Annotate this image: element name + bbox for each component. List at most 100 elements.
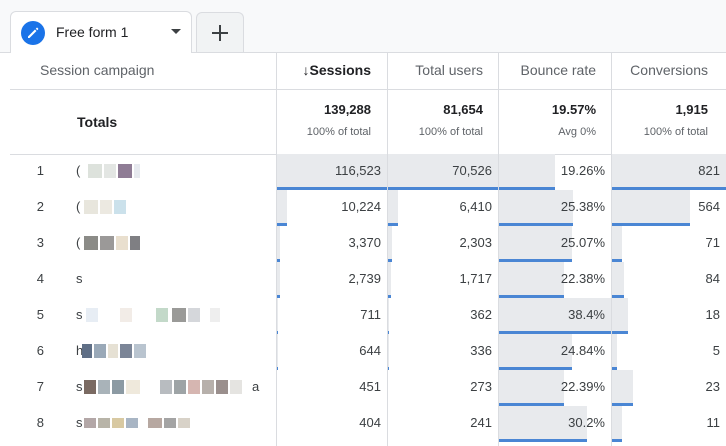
table-row[interactable]: 7 s a 451 273 22.39% 23 [10, 370, 726, 406]
redaction-blur-block [84, 200, 98, 214]
cell-value: 25.07% [560, 235, 605, 250]
col-header-total-users[interactable]: Total users [415, 62, 483, 78]
cell-value: 116,523 [334, 163, 381, 178]
campaign-name-cell[interactable]: ( [76, 190, 250, 224]
redaction-blur-block [116, 236, 128, 250]
chevron-down-icon[interactable] [171, 29, 181, 34]
campaign-name-cell[interactable]: s [76, 298, 250, 332]
cell-total-users: 362 [388, 298, 498, 334]
cell-value: 644 [359, 343, 381, 358]
totals-bounce-rate: 19.57% [551, 102, 596, 117]
redaction-blur-block [134, 164, 144, 178]
add-tab-button[interactable] [196, 12, 244, 52]
column-divider [387, 52, 388, 446]
redaction-blur-block [188, 380, 200, 394]
cell-value: 564 [698, 199, 720, 214]
cell-value: 18 [705, 307, 720, 322]
campaign-name-visible-suffix: a [252, 379, 260, 394]
value-bar [499, 298, 611, 331]
value-bar-underline [499, 331, 611, 334]
redaction-blur-block [84, 236, 98, 250]
pencil-icon [21, 21, 45, 45]
table-row[interactable]: 6 h 644 336 24.84% 5 [10, 334, 726, 370]
cell-value: 30.2% [568, 415, 605, 430]
cell-total-users: 241 [388, 406, 498, 442]
tab-title: Free form 1 [56, 24, 129, 40]
campaign-name-cell[interactable]: s [76, 406, 250, 440]
value-bar-underline [277, 187, 387, 190]
value-bar-underline [499, 259, 572, 262]
campaign-name-visible-prefix: s [76, 379, 83, 394]
value-bar [612, 154, 726, 187]
campaign-name-visible-prefix: ( [76, 163, 81, 178]
col-header-bounce-rate[interactable]: Bounce rate [520, 62, 597, 78]
redaction-blur-block [156, 308, 168, 322]
campaign-name-visible-prefix: s [76, 415, 83, 430]
campaign-name-cell[interactable]: ( [76, 226, 250, 260]
data-table: Session campaign ↓Sessions Total users B… [10, 52, 726, 446]
redaction-overlay [102, 263, 252, 297]
redaction-blur-block [114, 200, 126, 214]
row-number: 4 [36, 271, 44, 286]
redaction-blur-block [148, 418, 162, 428]
cell-value: 451 [359, 379, 381, 394]
value-bar-underline [612, 295, 624, 298]
table-row[interactable]: 1 (116,523 70,526 19.26% 821 [10, 154, 726, 190]
table-row[interactable]: 3 (3,370 2,303 25.07% 71 [10, 226, 726, 262]
col-header-sessions[interactable]: ↓Sessions [302, 62, 371, 78]
value-bar [499, 262, 564, 295]
value-bar [388, 334, 389, 367]
value-bar [388, 190, 398, 223]
value-bar-underline [612, 187, 726, 190]
campaign-name-cell[interactable]: s [76, 370, 250, 404]
row-number: 3 [36, 235, 44, 250]
cell-bounce-rate: 30.2% [499, 406, 611, 442]
redaction-blur-block [112, 380, 124, 394]
value-bar-underline [388, 259, 392, 262]
cell-value: 404 [359, 415, 381, 430]
value-bar-underline [499, 439, 587, 442]
cell-value: 1,717 [459, 271, 492, 286]
cell-value: 11 [706, 415, 721, 430]
redaction-blur-block [104, 164, 116, 178]
table-row[interactable]: 2 (10,224 6,410 25.38% 564 [10, 190, 726, 226]
value-bar [612, 370, 633, 403]
row-number: 7 [36, 379, 44, 394]
redaction-blur-block [108, 344, 118, 358]
redaction-blur-block [84, 380, 96, 394]
campaign-name-cell[interactable]: ( [76, 154, 250, 188]
value-bar [277, 262, 280, 295]
cell-total-users: 6,410 [388, 190, 498, 226]
value-bar-underline [388, 295, 391, 298]
value-bar [499, 370, 564, 403]
table-row[interactable]: 5 s 711 362 38.4% 18 [10, 298, 726, 334]
col-header-conversions[interactable]: Conversions [630, 62, 708, 78]
cell-value: 711 [360, 307, 381, 322]
cell-total-users: 1,717 [388, 262, 498, 298]
redaction-blur-block [210, 308, 220, 322]
redaction-blur-block [84, 418, 96, 428]
value-bar [499, 334, 572, 367]
value-bar-underline [612, 439, 622, 442]
cell-conversions: 18 [612, 298, 726, 334]
table-row[interactable]: 8 s 404 241 30.2% 11 [10, 406, 726, 442]
column-divider [276, 52, 277, 446]
totals-sessions: 139,288 [324, 102, 371, 117]
redaction-blur-block [164, 418, 176, 428]
col-header-session-campaign[interactable]: Session campaign [40, 62, 155, 78]
cell-conversions: 5 [612, 334, 726, 370]
cell-value: 24.84% [560, 343, 605, 358]
plus-icon [210, 23, 230, 43]
campaign-name-cell[interactable]: h [76, 334, 250, 368]
value-bar [388, 226, 392, 259]
redaction-blur-block [86, 308, 98, 322]
cell-bounce-rate: 22.38% [499, 262, 611, 298]
redaction-blur-block [202, 380, 214, 394]
cell-conversions: 71 [612, 226, 726, 262]
cell-value: 5 [712, 343, 720, 358]
cell-sessions: 711 [277, 298, 387, 334]
cell-total-users: 273 [388, 370, 498, 406]
tab-free-form-1[interactable]: Free form 1 [10, 11, 192, 53]
cell-conversions: 23 [612, 370, 726, 406]
campaign-name-visible-prefix: s [76, 271, 83, 286]
